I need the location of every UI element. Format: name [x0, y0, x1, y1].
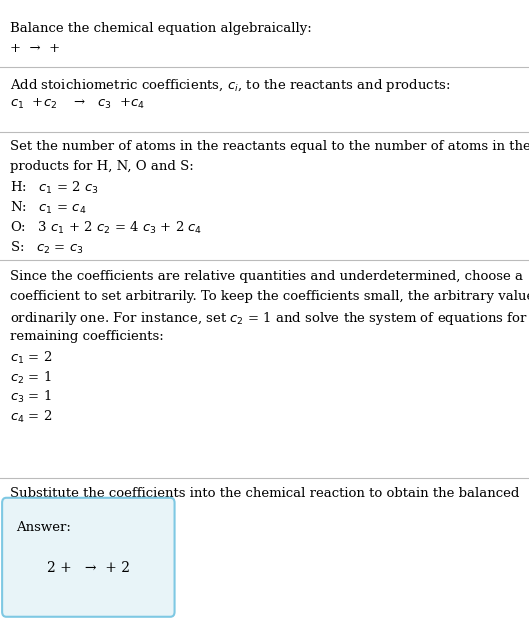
Text: products for H, N, O and S:: products for H, N, O and S:: [10, 160, 193, 173]
Text: N:   $c_1$ = $c_4$: N: $c_1$ = $c_4$: [10, 200, 86, 216]
Text: Answer:: Answer:: [16, 521, 71, 535]
Text: $c_1$ = 2: $c_1$ = 2: [10, 350, 52, 366]
Text: $c_4$ = 2: $c_4$ = 2: [10, 409, 52, 426]
Text: Set the number of atoms in the reactants equal to the number of atoms in the: Set the number of atoms in the reactants…: [10, 140, 529, 153]
Text: Since the coefficients are relative quantities and underdetermined, choose a: Since the coefficients are relative quan…: [10, 270, 523, 283]
Text: 2 +   →  + 2: 2 + → + 2: [47, 561, 130, 575]
Text: remaining coefficients:: remaining coefficients:: [10, 330, 163, 343]
Text: equation:: equation:: [10, 507, 72, 520]
Text: $c_2$ = 1: $c_2$ = 1: [10, 369, 51, 386]
Text: $c_1$  +$c_2$    →   $c_3$  +$c_4$: $c_1$ +$c_2$ → $c_3$ +$c_4$: [10, 97, 144, 111]
Text: coefficient to set arbitrarily. To keep the coefficients small, the arbitrary va: coefficient to set arbitrarily. To keep …: [10, 290, 529, 303]
Text: Balance the chemical equation algebraically:: Balance the chemical equation algebraica…: [10, 22, 311, 35]
Text: S:   $c_2$ = $c_3$: S: $c_2$ = $c_3$: [10, 240, 83, 256]
FancyBboxPatch shape: [2, 498, 175, 617]
Text: Substitute the coefficients into the chemical reaction to obtain the balanced: Substitute the coefficients into the che…: [10, 487, 519, 500]
Text: +  →  +: + → +: [10, 42, 60, 55]
Text: $c_3$ = 1: $c_3$ = 1: [10, 389, 51, 406]
Text: ordinarily one. For instance, set $c_2$ = 1 and solve the system of equations fo: ordinarily one. For instance, set $c_2$ …: [10, 310, 529, 326]
Text: Add stoichiometric coefficients, $c_i$, to the reactants and products:: Add stoichiometric coefficients, $c_i$, …: [10, 77, 450, 93]
Text: H:   $c_1$ = 2 $c_3$: H: $c_1$ = 2 $c_3$: [10, 180, 98, 196]
Text: O:   3 $c_1$ + 2 $c_2$ = 4 $c_3$ + 2 $c_4$: O: 3 $c_1$ + 2 $c_2$ = 4 $c_3$ + 2 $c_4$: [10, 220, 202, 236]
